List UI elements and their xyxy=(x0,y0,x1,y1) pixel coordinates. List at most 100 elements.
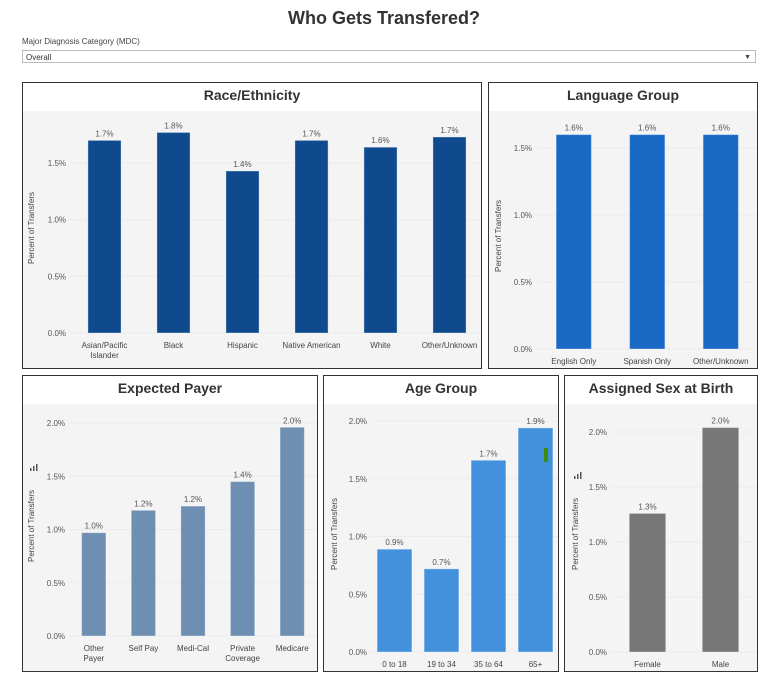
icon-bar xyxy=(574,476,576,479)
panel-title: Assigned Sex at Birth xyxy=(588,380,734,396)
category-label-line: 19 to 34 xyxy=(427,660,456,669)
y-tick-label: 1.5% xyxy=(514,144,532,153)
bar-chart-icon xyxy=(30,464,38,471)
y-tick-label: 0.0% xyxy=(349,648,367,657)
category-label-line: Native American xyxy=(282,341,340,350)
highlight-marker xyxy=(543,447,548,462)
panel-title: Language Group xyxy=(567,87,679,103)
category-label: Asian/Pacific Islander xyxy=(82,341,128,360)
bar-5 xyxy=(432,136,467,334)
category-label: 65+ xyxy=(529,660,543,669)
y-tick-label: 1.5% xyxy=(349,475,367,484)
icon-bar xyxy=(30,468,32,471)
y-tick-label: 0.5% xyxy=(589,593,607,602)
y-axis-title: Percent of Transfers xyxy=(27,490,36,562)
category-label-line: Self Pay xyxy=(129,644,159,653)
category-label-line: Other/Unknown xyxy=(422,341,478,350)
data-label: 1.2% xyxy=(134,499,152,508)
data-label: 1.7% xyxy=(95,129,113,138)
y-tick-label: 0.0% xyxy=(48,329,66,338)
data-label: 2.0% xyxy=(283,416,301,425)
bar-3 xyxy=(517,427,554,653)
y-tick-label: 0.5% xyxy=(47,579,65,588)
data-label: 1.6% xyxy=(638,124,656,133)
category-label: Private Coverage xyxy=(225,644,260,663)
data-label: 1.6% xyxy=(565,124,583,133)
y-axis-title: Percent of Transfers xyxy=(27,192,36,264)
y-tick-label: 1.0% xyxy=(48,216,66,225)
bar-1 xyxy=(701,427,740,653)
category-label: 19 to 34 xyxy=(427,660,456,669)
y-tick-label: 2.0% xyxy=(349,417,367,426)
age-group-panel: Age Group 0.0% 0.5% 1.0% 1.5% 2.0% Percent of… xyxy=(323,375,559,672)
y-tick-label: 0.5% xyxy=(514,278,532,287)
category-label-line: English Only xyxy=(551,357,596,366)
data-label: 2.0% xyxy=(711,417,729,426)
y-tick-label: 0.5% xyxy=(349,590,367,599)
data-label: 1.6% xyxy=(712,124,730,133)
bar-4 xyxy=(363,146,398,334)
expected-payer-panel: Expected Payer 0.0% 0.5% 1.0% 1.5% 2.0% Perce… xyxy=(22,375,318,672)
bar-0 xyxy=(87,139,122,334)
bar-1 xyxy=(130,509,157,637)
bar-2 xyxy=(470,459,507,653)
y-axis-title: Percent of Transfers xyxy=(494,200,503,272)
y-tick-label: 2.0% xyxy=(47,419,65,428)
category-label-line: White xyxy=(370,341,391,350)
y-tick-label: 0.0% xyxy=(589,648,607,657)
category-label-line: Other/Unknown xyxy=(693,357,749,366)
y-tick-label: 2.0% xyxy=(589,428,607,437)
data-label: 1.2% xyxy=(184,495,202,504)
panel-title: Age Group xyxy=(404,380,478,396)
y-tick-label: 1.0% xyxy=(514,211,532,220)
category-label: Other/Unknown xyxy=(422,341,478,350)
icon-bar xyxy=(577,474,579,479)
data-label: 1.7% xyxy=(440,126,458,135)
y-tick-label: 1.0% xyxy=(47,526,65,535)
category-label-line: 35 to 64 xyxy=(474,660,503,669)
y-tick-label: 0.0% xyxy=(47,632,65,641)
assigned-sex-panel: Assigned Sex at Birth 0.0% 0.5% 1.0% 1.5% 2.… xyxy=(564,375,758,672)
data-label: 0.9% xyxy=(385,538,403,547)
y-tick-label: 1.5% xyxy=(48,159,66,168)
category-label: Medi-Cal xyxy=(177,644,209,653)
category-label-line: Medi-Cal xyxy=(177,644,209,653)
category-label: 35 to 64 xyxy=(474,660,503,669)
data-label: 1.6% xyxy=(371,136,389,145)
filter-label: Major Diagnosis Category (MDC) xyxy=(22,37,140,46)
dashboard-title: Who Gets Transfered? xyxy=(287,8,481,28)
category-label: White xyxy=(370,341,391,350)
category-label-line: Male xyxy=(712,660,730,669)
category-label: Black xyxy=(164,341,185,350)
category-label-line: Asian/Pacific xyxy=(82,341,128,350)
category-label-line: 65+ xyxy=(529,660,543,669)
bar-0 xyxy=(81,532,107,637)
category-label: English Only xyxy=(551,357,596,366)
bar-1 xyxy=(156,131,191,334)
data-label: 1.3% xyxy=(638,502,656,511)
panel-title: Expected Payer xyxy=(117,380,223,396)
y-axis-title: Percent of Transfers xyxy=(330,498,339,570)
category-label-line: Spanish Only xyxy=(623,357,671,366)
bar-0 xyxy=(555,134,592,350)
bar-2 xyxy=(702,134,739,350)
data-label: 1.4% xyxy=(233,160,251,169)
category-label-line: Other xyxy=(84,644,104,653)
chevron-down-icon: ▼ xyxy=(744,54,751,61)
bar-1 xyxy=(629,134,666,350)
data-label: 1.7% xyxy=(302,129,320,138)
data-label: 1.8% xyxy=(164,121,182,130)
bar-0 xyxy=(628,512,667,653)
category-label-line: Islander xyxy=(90,351,119,360)
mdc-dropdown-value: Overall xyxy=(26,53,52,62)
race-chart: 0.0% 0.5% 1.0% 1.5% Percent of Transfers 1.7%… xyxy=(27,121,481,360)
mdc-dropdown[interactable]: Overall ▼ xyxy=(22,50,756,63)
bar-0 xyxy=(376,548,413,653)
category-label: Male xyxy=(712,660,730,669)
y-tick-label: 1.5% xyxy=(589,483,607,492)
category-label-line: Private xyxy=(230,644,255,653)
sex-chart: 0.0% 0.5% 1.0% 1.5% 2.0% Percent of Transfers… xyxy=(571,417,757,669)
y-axis-title: Percent of Transfers xyxy=(571,498,580,570)
age-chart: 0.0% 0.5% 1.0% 1.5% 2.0% Percent of Transfers… xyxy=(330,417,558,669)
y-tick-label: 1.0% xyxy=(349,533,367,542)
